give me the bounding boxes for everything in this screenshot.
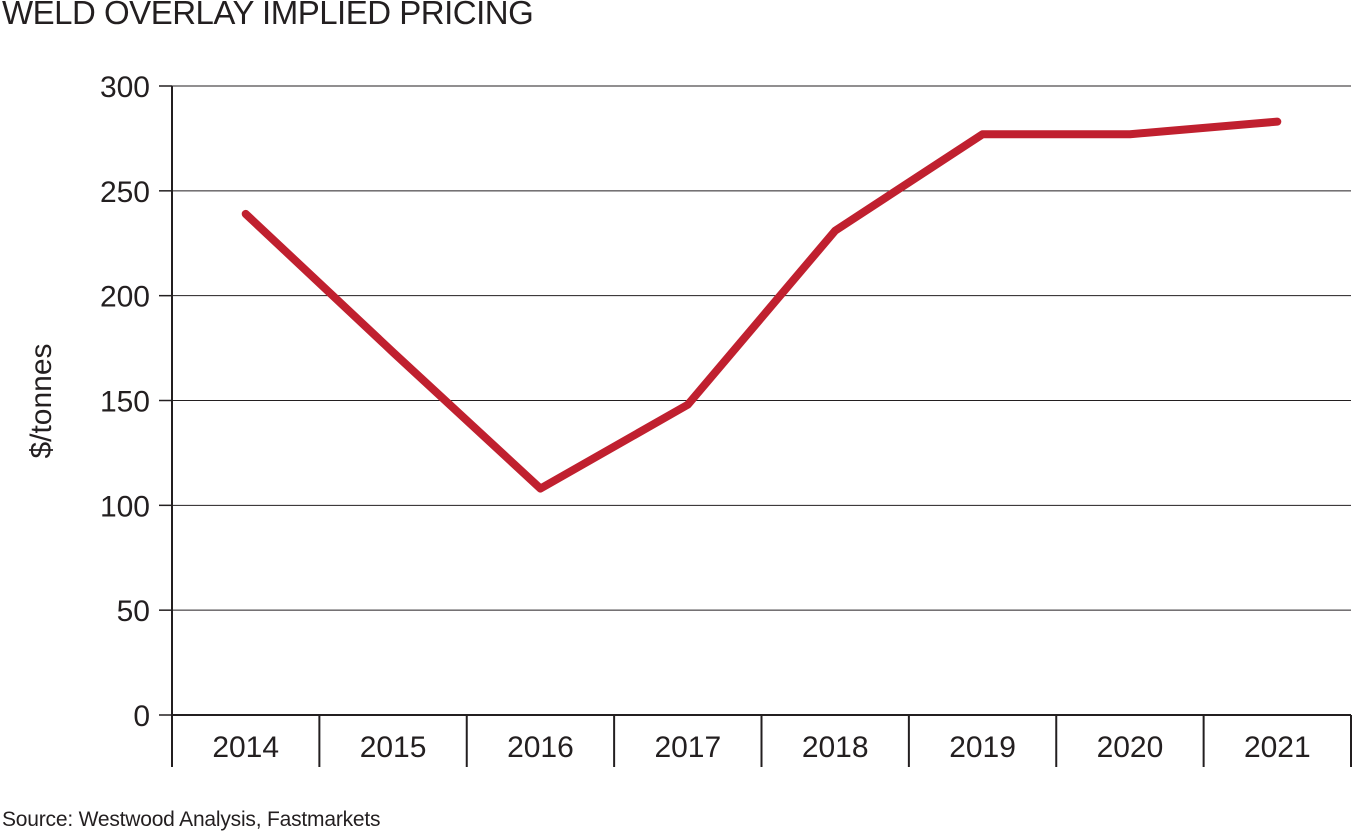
x-tick-label: 2020: [1097, 731, 1164, 764]
data-point: [1128, 133, 1131, 136]
gridlines: [172, 85, 1351, 611]
y-tick-label: 300: [100, 71, 150, 104]
y-tick-label: 200: [100, 281, 150, 314]
series-layer: [241, 117, 1282, 493]
data-point: [244, 212, 247, 215]
series-line: [241, 117, 1282, 493]
y-axis-title: $/tonnes: [25, 343, 58, 458]
x-axis-ticks: 2014 2015 2016 2017 2018 2019 2020 2021: [212, 715, 1352, 767]
data-point: [686, 403, 689, 406]
y-tick-label: 50: [117, 595, 150, 628]
y-axis-ticks: 0 50 100 150 200 250 300: [100, 71, 172, 733]
data-point: [1276, 120, 1279, 123]
source-note: Source: Westwood Analysis, Fastmarkets: [2, 808, 381, 831]
x-tick-label: 2016: [507, 731, 574, 764]
x-tick-label: 2014: [212, 731, 279, 764]
y-tick-label: 0: [133, 700, 150, 733]
axes: [171, 86, 1351, 767]
y-tick-label: 100: [100, 490, 150, 523]
x-tick-label: 2021: [1244, 731, 1311, 764]
x-tick-label: 2018: [802, 731, 869, 764]
y-tick-label: 150: [100, 386, 150, 419]
data-point: [392, 351, 395, 354]
x-tick-label: 2015: [360, 731, 427, 764]
y-tick-label: 250: [100, 176, 150, 209]
chart-title: WELD OVERLAY IMPLIED PRICING: [2, 0, 534, 31]
x-tick-label: 2019: [949, 731, 1016, 764]
data-point: [981, 133, 984, 136]
x-tick-label: 2017: [654, 731, 721, 764]
data-point: [834, 229, 837, 232]
data-point: [539, 487, 542, 490]
